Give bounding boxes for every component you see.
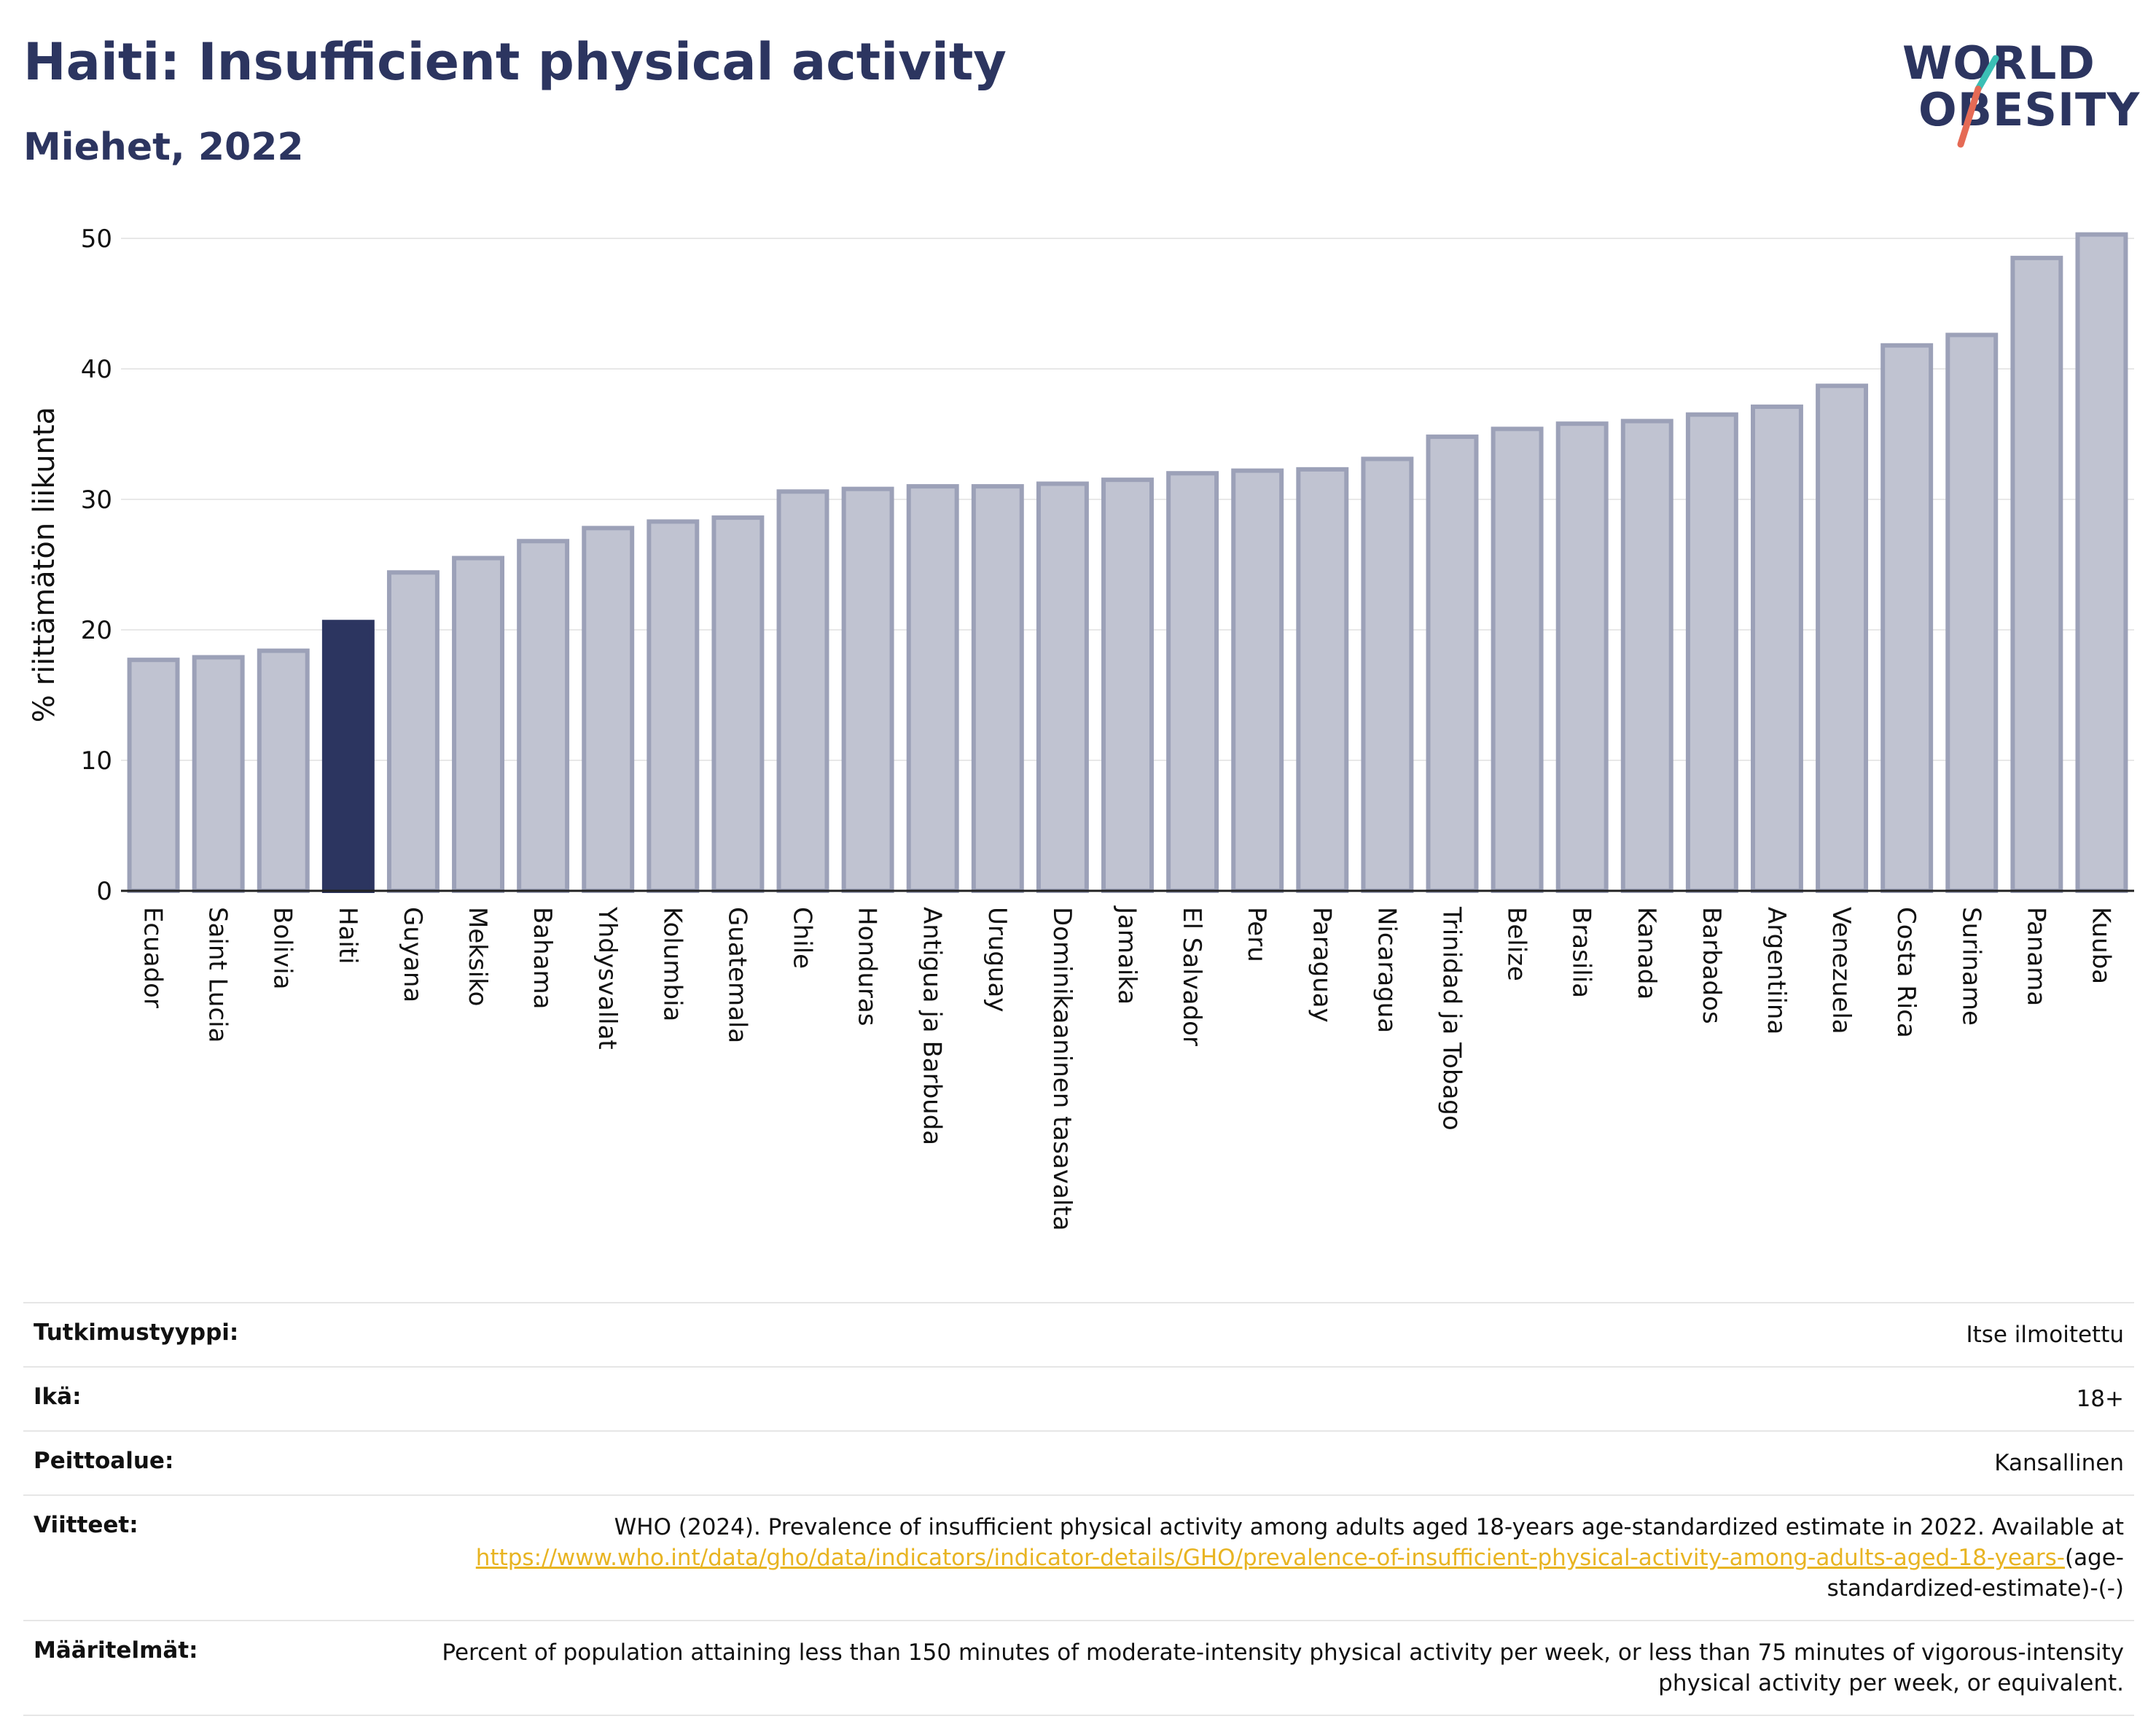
bar-panama — [2010, 255, 2063, 894]
y-axis-ticks: 0 10 20 30 40 50 — [81, 225, 112, 906]
meta-row: Peittoalue: Kansallinen — [23, 1430, 2134, 1495]
x-tick-label: Saint Lucia — [203, 907, 233, 1042]
bar-costa-rica — [1880, 343, 1934, 893]
meta-label: Ikä: — [23, 1366, 423, 1431]
bar-venezuela — [1816, 383, 1869, 893]
meta-row-definitions: Määritelmät: Percent of population attai… — [23, 1620, 2134, 1716]
bar-belize — [1491, 426, 1544, 893]
y-tick-label: 10 — [81, 746, 112, 776]
bar-saint-lucia — [192, 655, 245, 894]
bar-paraguay — [1296, 467, 1349, 893]
x-tick-label: Brasilia — [1567, 907, 1596, 998]
bar-peru — [1231, 468, 1284, 893]
references-link[interactable]: https://www.who.int/data/gho/data/indica… — [475, 1545, 2065, 1571]
x-tick-label: Honduras — [853, 907, 882, 1026]
meta-label: Tutkimustyyppi: — [23, 1302, 423, 1367]
x-tick-label: Dominikaaninen tasavalta — [1047, 907, 1077, 1231]
bar-barbados — [1685, 412, 1738, 893]
meta-value: 18+ — [423, 1366, 2134, 1431]
page-title: Haiti: Insufficient physical activity — [23, 32, 1007, 92]
bar-kanada — [1620, 418, 1673, 893]
y-tick-label: 40 — [81, 355, 112, 384]
meta-value: Percent of population attaining less tha… — [423, 1620, 2134, 1716]
bar-dominikaaninen-tasavalta — [1036, 481, 1089, 893]
logo-word-1: WORLD — [1902, 36, 2096, 90]
x-tick-label: Costa Rica — [1891, 907, 1921, 1038]
bars — [127, 232, 2128, 894]
bar-el-salvador — [1166, 471, 1219, 893]
y-axis-title: % riittämätön liikunta — [28, 407, 61, 722]
world-obesity-logo: WORLD OBESITY — [1902, 36, 2139, 150]
x-tick-label: Trinidad ja Tobago — [1437, 906, 1466, 1131]
meta-label: Peittoalue: — [23, 1430, 423, 1495]
bar-chart: 0 10 20 30 40 50 Ecuador Saint Lucia Bolivia Hai… — [28, 225, 2134, 1231]
bar-guyana — [386, 570, 440, 893]
meta-value: Itse ilmoitettu — [423, 1302, 2134, 1367]
bar-guatemala — [711, 515, 765, 893]
x-tick-label: Bahama — [528, 907, 557, 1010]
x-tick-label: Panama — [2021, 907, 2050, 1006]
bar-trinidad-ja-tobago — [1426, 434, 1479, 893]
bar-argentiina — [1751, 404, 1803, 893]
bar-bolivia — [257, 648, 310, 893]
x-axis-labels: Ecuador Saint Lucia Bolivia Haiti Guyana Meks… — [138, 905, 2116, 1231]
x-tick-label: Guatemala — [722, 907, 751, 1043]
x-tick-label: Argentiina — [1762, 907, 1791, 1034]
bar-yhdysvallat — [582, 526, 635, 893]
x-tick-label: Yhdysvallat — [593, 906, 622, 1050]
x-tick-label: Antigua ja Barbuda — [918, 907, 947, 1145]
x-tick-label: Jamaika — [1112, 905, 1141, 1005]
x-tick-label: Meksiko — [463, 907, 492, 1006]
meta-row: Tutkimustyyppi: Itse ilmoitettu — [23, 1302, 2134, 1367]
bar-meksiko — [452, 555, 504, 893]
x-tick-label: Barbados — [1697, 907, 1726, 1024]
bar-bahama — [517, 539, 570, 894]
bar-kolumbia — [647, 519, 700, 893]
y-tick-label: 20 — [81, 616, 112, 645]
meta-label: Viitteet: — [23, 1494, 423, 1621]
bar-ecuador — [127, 658, 180, 893]
logo-word-2: OBESITY — [1918, 83, 2141, 136]
page-subtitle: Miehet, 2022 — [23, 125, 304, 169]
meta-label: Määritelmät: — [23, 1620, 423, 1716]
bar-chile — [776, 489, 829, 893]
meta-row: Ikä: 18+ — [23, 1366, 2134, 1431]
x-tick-label: Haiti — [333, 907, 362, 964]
meta-row-references: Viitteet: WHO (2024). Prevalence of insu… — [23, 1494, 2134, 1621]
x-tick-label: Kolumbia — [657, 907, 687, 1021]
x-tick-label: Suriname — [1956, 907, 1985, 1026]
x-tick-label: Kuuba — [2086, 907, 2115, 984]
bar-brasilia — [1555, 421, 1609, 893]
bar-honduras — [841, 486, 894, 893]
bar-haiti — [321, 620, 375, 893]
meta-value: Kansallinen — [423, 1430, 2134, 1495]
x-tick-label: Guyana — [398, 907, 427, 1002]
x-tick-label: Paraguay — [1307, 907, 1336, 1023]
y-tick-label: 30 — [81, 486, 112, 515]
bar-uruguay — [971, 484, 1024, 893]
bar-antigua-ja-barbuda — [906, 484, 959, 893]
meta-value: WHO (2024). Prevalence of insufficient p… — [423, 1494, 2134, 1621]
x-tick-label: El Salvador — [1177, 907, 1206, 1046]
x-tick-label: Kanada — [1632, 907, 1661, 999]
bar-nicaragua — [1361, 456, 1414, 893]
y-tick-label: 50 — [81, 225, 112, 254]
y-tick-label: 0 — [96, 877, 112, 906]
x-tick-label: Venezuela — [1827, 907, 1856, 1034]
references-text: WHO (2024). Prevalence of insufficient p… — [614, 1514, 2124, 1540]
x-tick-label: Belize — [1502, 907, 1531, 981]
x-tick-label: Bolivia — [268, 907, 297, 989]
x-tick-label: Peru — [1242, 907, 1271, 962]
logo-slash-icon — [1957, 55, 1999, 148]
x-tick-label: Ecuador — [138, 907, 168, 1008]
metadata-table: Tutkimustyyppi: Itse ilmoitettu Ikä: 18+… — [23, 1302, 2134, 1716]
references-suffix: (age-standardized-estimate)-(-) — [1827, 1545, 2124, 1602]
bar-suriname — [1945, 332, 1999, 893]
bar-kuuba — [2075, 232, 2128, 893]
x-tick-label: Nicaragua — [1372, 907, 1401, 1033]
bar-jamaika — [1101, 477, 1154, 893]
x-tick-label: Chile — [788, 907, 817, 969]
x-tick-label: Uruguay — [983, 907, 1012, 1013]
